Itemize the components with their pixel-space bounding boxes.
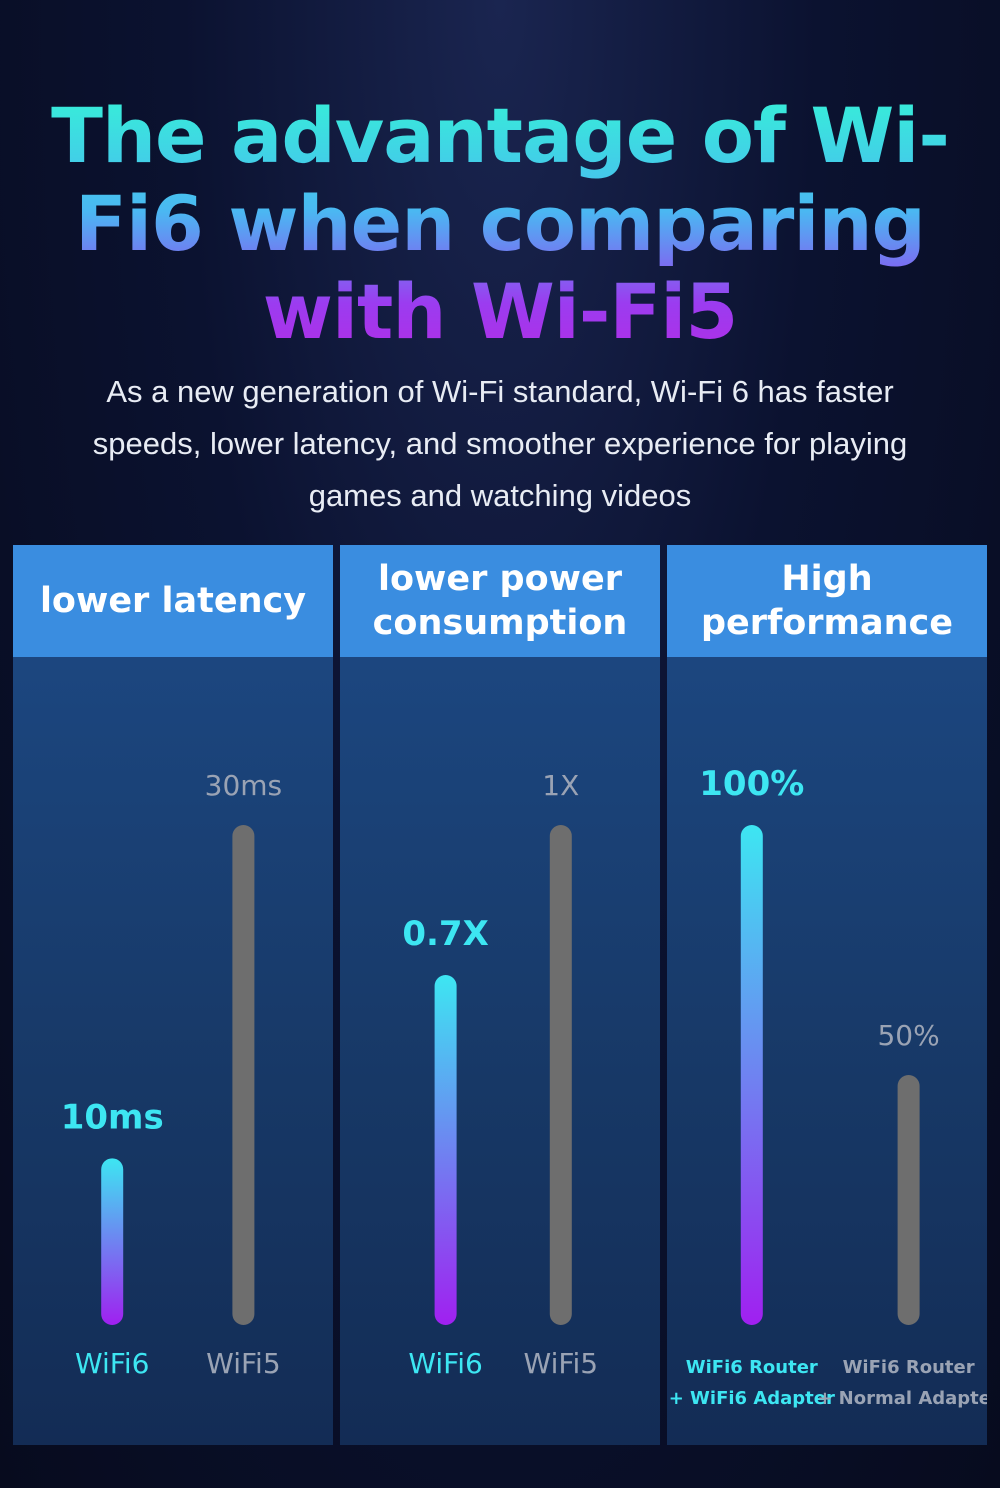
category-label: WiFi6 (408, 1347, 483, 1380)
value-label: 1X (542, 769, 579, 802)
page-subtitle: As a new generation of Wi-Fi standard, W… (92, 374, 908, 513)
category-label: WiFi6 Router + Normal Adapter (817, 1357, 987, 1409)
chart-title: lower power consumption (340, 545, 660, 657)
chart-title: High performance (667, 545, 987, 657)
chart: 10ms WiFi6 30ms WiFi5 (61, 769, 283, 1380)
chart-panel: High performance 100% WiFi6 Router + WiFi6 … (667, 545, 1000, 1445)
category-label: WiFi6 Router + WiFi6 Adapter (669, 1357, 835, 1409)
bar (101, 1158, 124, 1325)
value-label: 0.7X (402, 914, 488, 954)
category-label: WiFi5 (206, 1347, 281, 1380)
chart: 100% WiFi6 Router + WiFi6 Adapter 50% WiFi6 … (669, 764, 1000, 1409)
chart-title: lower latency (13, 545, 333, 657)
chart-panel: lower latency 10ms WiFi6 30ms WiFi5 (13, 545, 333, 1445)
page-title: The advantage of Wi-Fi6 when comparing w… (40, 92, 960, 356)
chart-panel: lower power consumption 0.7X WiFi6 1X WiFi5 (340, 545, 660, 1445)
bar (549, 825, 572, 1325)
category-label: WiFi5 (524, 1347, 599, 1380)
bar (740, 825, 763, 1325)
value-label: 10ms (61, 1097, 164, 1137)
category-label: WiFi6 (75, 1347, 150, 1380)
chart: 0.7X WiFi6 1X WiFi5 (402, 769, 599, 1380)
bar (232, 825, 255, 1325)
value-label: 100% (699, 764, 804, 804)
value-label: 30ms (205, 769, 283, 802)
value-label: 50% (877, 1019, 939, 1052)
bar (897, 1075, 920, 1325)
bar (434, 975, 457, 1325)
